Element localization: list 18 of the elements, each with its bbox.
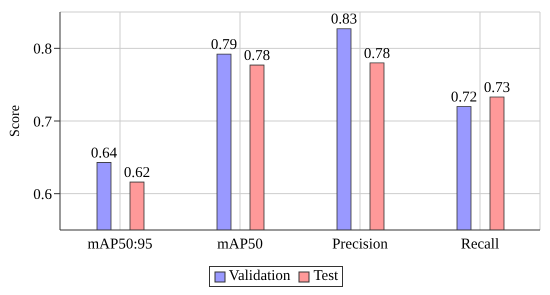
legend-label: Test [312, 268, 338, 285]
y-axis-title: Score [8, 105, 23, 137]
data-label: 0.78 [364, 46, 390, 62]
x-tick-label: Recall [460, 236, 500, 253]
legend-label: Validation [228, 268, 290, 285]
x-tick-label: mAP50:95 [87, 236, 153, 253]
x-tick-label: mAP50 [217, 236, 263, 253]
y-tick-label: 0.6 [33, 186, 52, 203]
x-tick-label: Precision [332, 236, 388, 253]
y-tick-label: 0.8 [33, 42, 52, 58]
data-label: 0.64 [90, 145, 118, 162]
data-label: 0.78 [244, 48, 270, 64]
data-label: 0.83 [330, 12, 358, 28]
y-tick-label: 0.7 [33, 114, 52, 130]
data-label: 0.72 [450, 89, 478, 106]
data-label: 0.62 [124, 165, 150, 182]
data-label: 0.79 [210, 37, 238, 54]
data-label: 0.73 [484, 80, 510, 96]
